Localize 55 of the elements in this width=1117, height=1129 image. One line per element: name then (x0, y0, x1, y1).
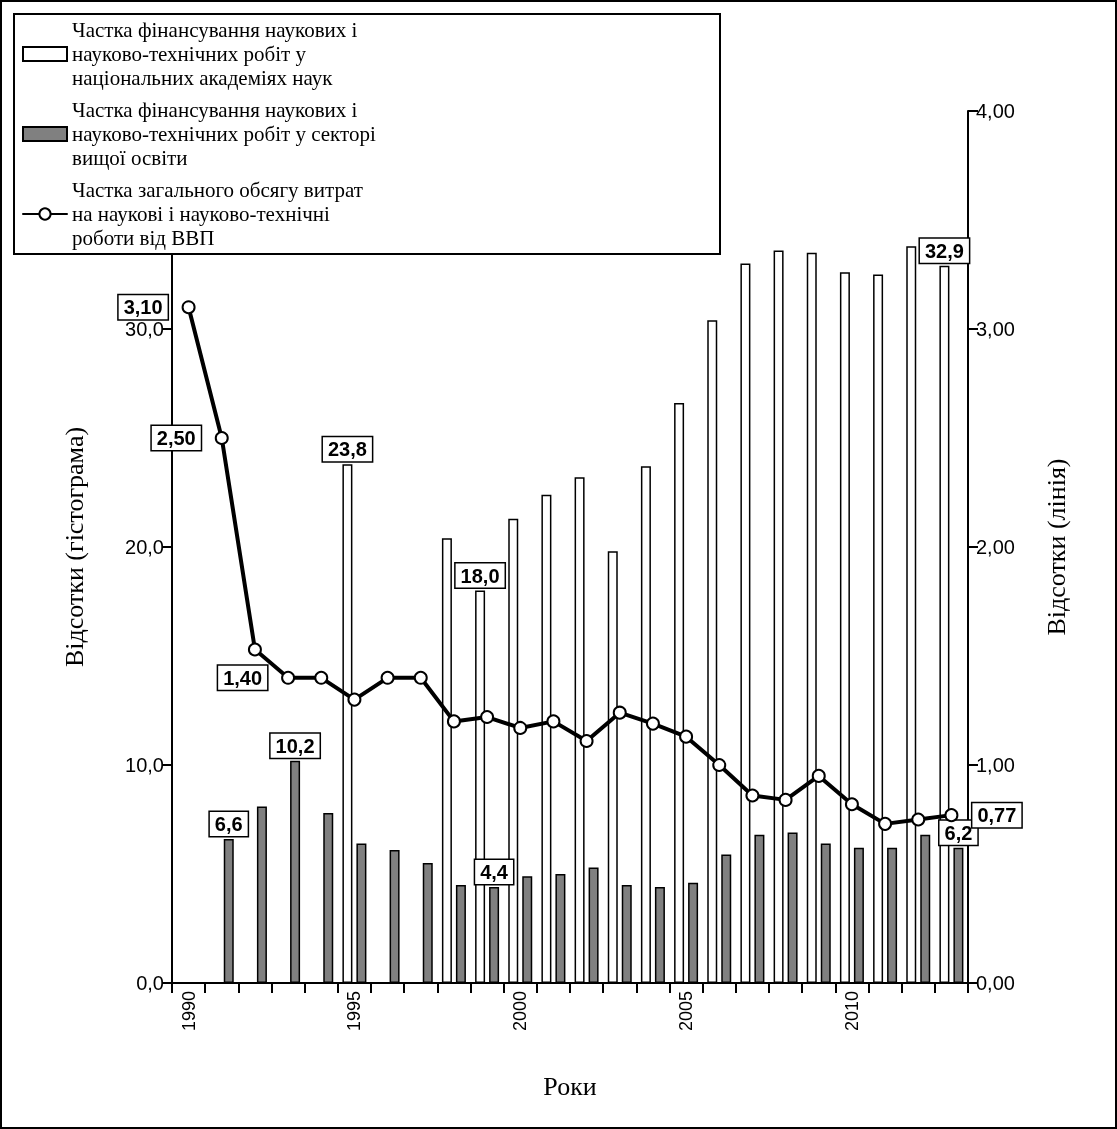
y-axis-title: Відсотки (гістограма) (59, 426, 89, 668)
point (214, 431, 229, 445)
data-label: 1,40 (223, 666, 263, 689)
legend-label: Частка загального обсягу витрат на наукові і науково-технічні роботи від ВВП (72, 178, 369, 250)
point (745, 788, 760, 803)
data-label: 32,9 (924, 239, 964, 262)
point (281, 670, 296, 685)
point (446, 714, 461, 729)
y2-axis-title: Відсотки (лінія) (1041, 458, 1071, 636)
point (811, 768, 826, 783)
y-tick-label: 0,0 (136, 972, 164, 994)
y-tick-label: 20,0 (125, 536, 164, 558)
legend-label: Частка фінансування наукових і науково-технічних робіт у секторі вищої освіти (72, 98, 381, 170)
point (314, 670, 329, 685)
point (579, 734, 594, 749)
x-axis-title: Роки (543, 1071, 597, 1101)
point (944, 808, 959, 823)
y2-tick-label: 4,00 (976, 100, 1015, 122)
point (679, 729, 694, 744)
data-label: 2,50 (156, 427, 196, 449)
point (645, 716, 660, 731)
y-tick-label: 30,0 (125, 318, 164, 340)
data-label: 0,77 (977, 804, 1017, 827)
x-tick-label: 1990 (178, 991, 199, 1032)
point (347, 692, 362, 707)
point (844, 797, 859, 812)
y-tick-label: 10,0 (125, 754, 164, 776)
y2-tick-label: 3,00 (976, 318, 1015, 340)
data-label: 23,8 (327, 438, 367, 461)
point (878, 816, 893, 831)
data-label: 10,2 (275, 734, 315, 757)
point (612, 705, 627, 720)
point (480, 710, 495, 725)
point (778, 792, 793, 807)
data-label: 18,0 (460, 564, 500, 587)
point (413, 670, 428, 685)
point (380, 670, 395, 685)
point (513, 720, 528, 735)
point (546, 714, 561, 729)
x-tick-label: 2010 (841, 991, 862, 1032)
x-tick-label: 2000 (510, 991, 531, 1032)
point (911, 812, 926, 827)
y2-tick-label: 0,00 (976, 972, 1015, 994)
x-tick-label: 2005 (676, 991, 697, 1032)
point (181, 300, 196, 315)
data-label: 6,2 (944, 821, 973, 844)
data-label: 4,4 (480, 861, 509, 884)
y2-tick-label: 1,00 (976, 754, 1015, 776)
legend-label: Частка фінансування наукових і науково-технічних робіт у національних академіях наук (72, 18, 363, 90)
x-tick-label: 1995 (344, 991, 365, 1032)
point (247, 642, 262, 657)
data-label: 3,10 (123, 296, 163, 319)
point (712, 758, 727, 772)
y2-tick-label: 2,00 (976, 536, 1015, 558)
data-label: 6,6 (214, 813, 243, 836)
